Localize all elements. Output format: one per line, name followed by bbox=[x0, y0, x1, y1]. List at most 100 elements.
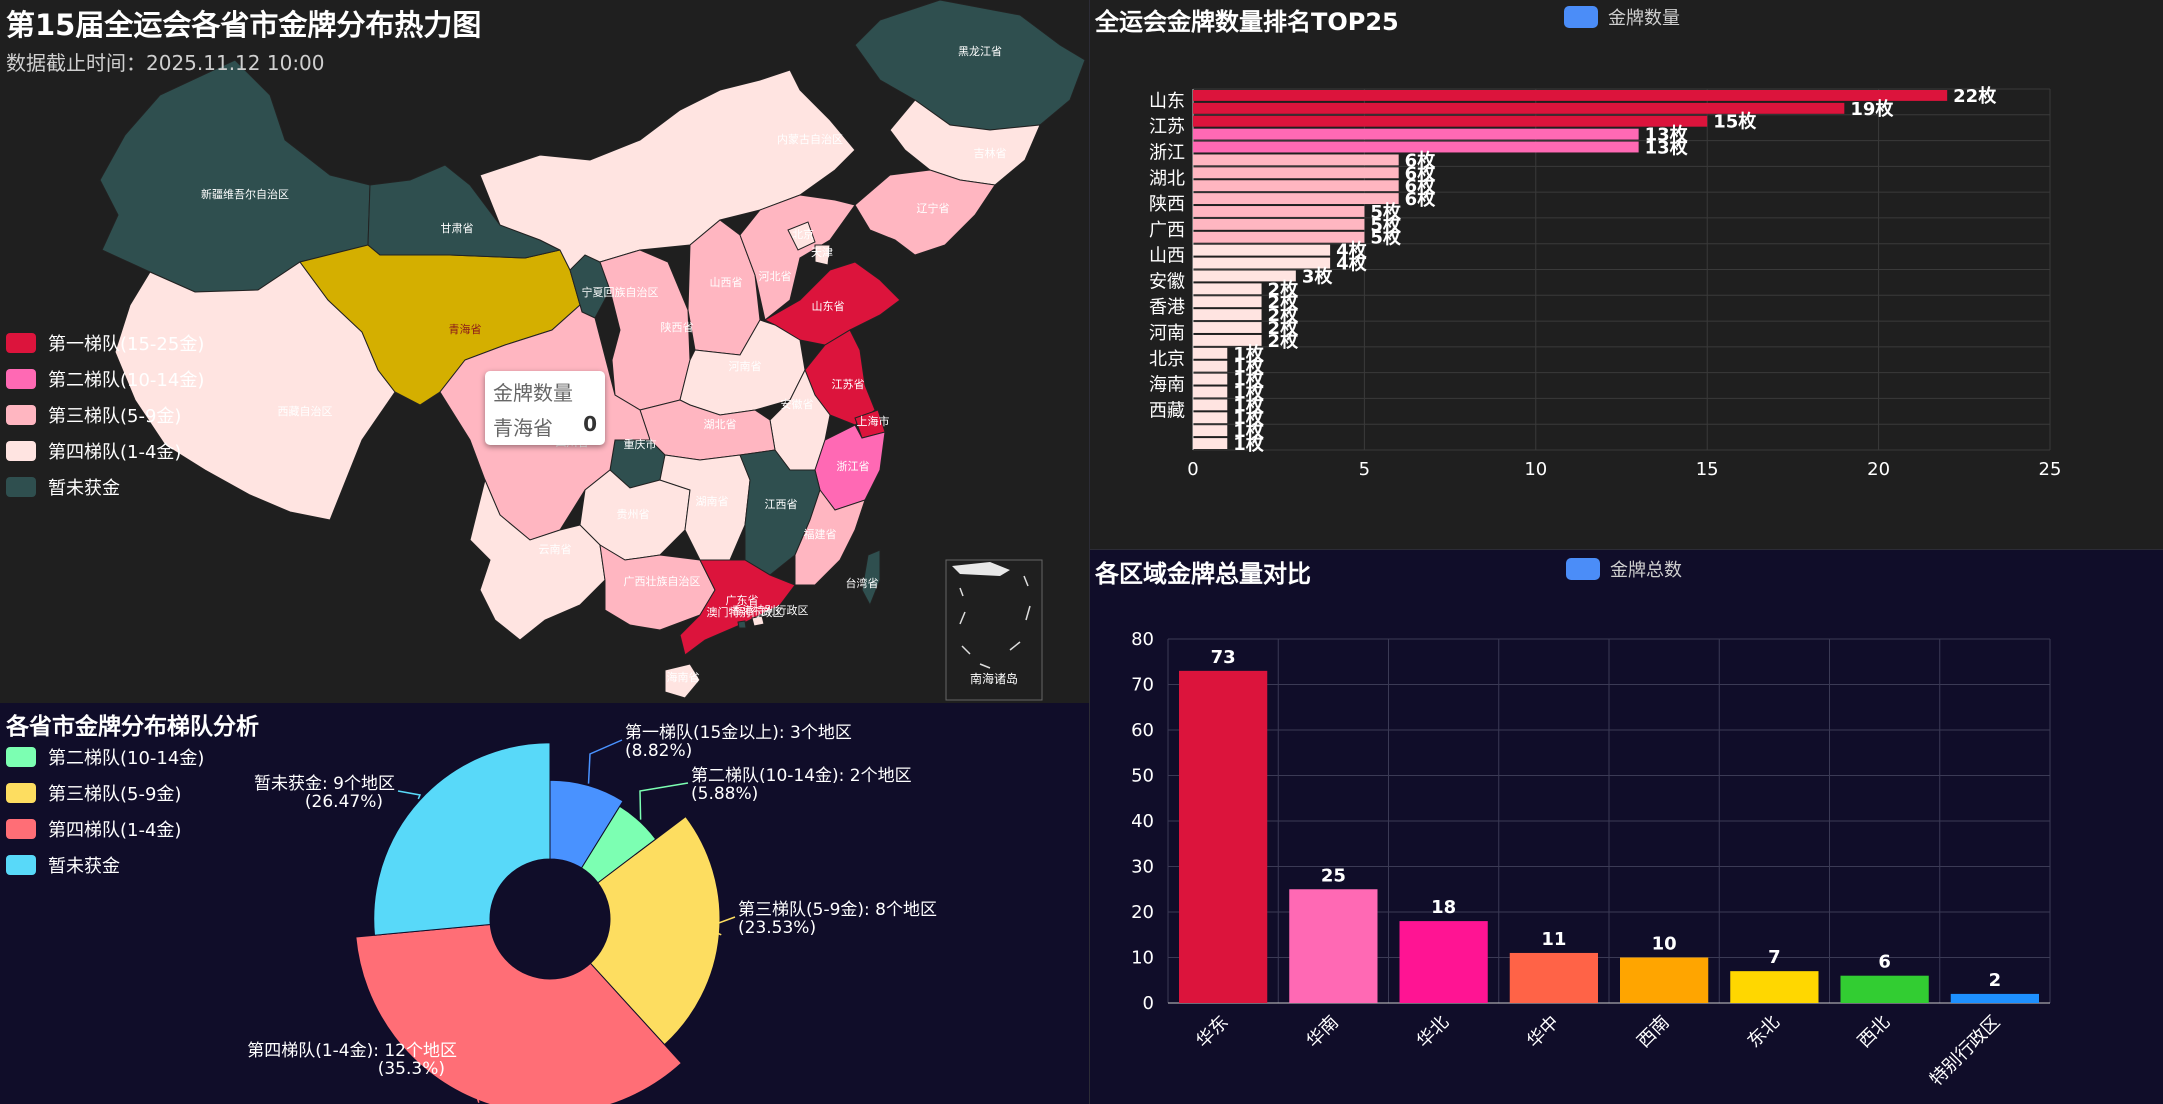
province-label: 湖南省 bbox=[696, 495, 729, 508]
tier-legend-item[interactable]: 第四梯队(1-4金) bbox=[6, 811, 204, 847]
region-bar[interactable] bbox=[1950, 993, 2039, 1003]
top25-bar[interactable] bbox=[1193, 231, 1365, 243]
top25-y-tick: 北京 bbox=[1149, 349, 1185, 370]
region-y-tick: 40 bbox=[1131, 811, 1154, 832]
top25-bar[interactable] bbox=[1193, 309, 1262, 321]
map-legend-item[interactable]: 第二梯队(10-14金) bbox=[6, 361, 204, 397]
top25-value-label: 1枚 bbox=[1233, 343, 1265, 365]
legend-swatch bbox=[6, 477, 36, 497]
tier-slice[interactable] bbox=[373, 742, 551, 936]
top25-bar[interactable] bbox=[1193, 386, 1228, 398]
province-e58685e89299e58fa4e887aa[interactable] bbox=[479, 69, 856, 276]
tier-title: 各省市金牌分布梯队分析 bbox=[6, 714, 259, 740]
top25-value-label: 1枚 bbox=[1233, 356, 1265, 378]
region-bar[interactable] bbox=[1399, 921, 1488, 1003]
province-e4ba91e58d97e79c81[interactable] bbox=[469, 478, 606, 641]
top25-value-label: 13枚 bbox=[1645, 136, 1689, 158]
province-e7a68fe5bbbae79c81[interactable] bbox=[794, 488, 866, 586]
inset-dashes bbox=[959, 575, 1031, 669]
province-e9a699e6b8afe789b9e588ab[interactable] bbox=[751, 615, 765, 627]
region-bar[interactable] bbox=[1289, 889, 1378, 1003]
top25-legend[interactable]: 金牌数量 bbox=[1564, 4, 1680, 30]
province-label: 河北省 bbox=[759, 270, 792, 283]
region-y-tick: 0 bbox=[1143, 993, 1154, 1014]
region-bar[interactable] bbox=[1509, 952, 1598, 1003]
tier-chart: 第一梯队(15金以上): 3个地区(8.82%) 第二梯队(10-14金): 2个… bbox=[247, 723, 937, 1104]
top25-bar[interactable] bbox=[1193, 360, 1228, 372]
tier-legend-item[interactable]: 暂未获金 bbox=[6, 847, 204, 883]
top25-bar[interactable] bbox=[1193, 167, 1399, 179]
top25-bar[interactable] bbox=[1193, 438, 1228, 449]
top25-bar[interactable] bbox=[1193, 90, 1948, 101]
region-bar[interactable] bbox=[1730, 971, 1819, 1003]
province-e9bb91e9be99e6b19fe79c81[interactable] bbox=[854, 0, 1086, 131]
top25-y-tick: 陕西 bbox=[1149, 194, 1185, 215]
map-legend-label: 第四梯队(1-4金) bbox=[48, 442, 182, 463]
tier-legend-item[interactable]: 第二梯队(10-14金) bbox=[6, 739, 204, 775]
top25-value-label: 4枚 bbox=[1336, 240, 1368, 262]
province-e58fb0e6b9bee79c81[interactable] bbox=[861, 549, 881, 607]
top25-bar[interactable] bbox=[1193, 180, 1399, 192]
tier-slice[interactable] bbox=[549, 779, 624, 869]
province-e6beb3e997a8e789b9e588ab[interactable] bbox=[737, 620, 747, 629]
top25-bar[interactable] bbox=[1193, 115, 1708, 127]
region-y-tick: 70 bbox=[1131, 675, 1154, 696]
top25-bar[interactable] bbox=[1193, 193, 1399, 205]
top25-bar[interactable] bbox=[1193, 206, 1365, 217]
tier-slice[interactable] bbox=[589, 815, 721, 1046]
top25-bar[interactable] bbox=[1193, 334, 1262, 346]
top25-bar[interactable] bbox=[1193, 373, 1228, 385]
top25-bar[interactable] bbox=[1193, 399, 1228, 411]
top25-bar[interactable] bbox=[1193, 296, 1262, 308]
region-x-tick: 西北 bbox=[1854, 1012, 1894, 1052]
tier-legend-label: 第四梯队(1-4金) bbox=[48, 820, 182, 841]
province-label: 湖北省 bbox=[704, 418, 737, 431]
china-map[interactable]: 新疆维吾尔自治区西藏自治区青海省甘肃省内蒙古自治区黑龙江省吉林省辽宁省宁夏回族自… bbox=[0, 0, 1090, 703]
tier-legend-label: 暂未获金 bbox=[48, 856, 120, 877]
top25-y-tick: 海南 bbox=[1149, 375, 1185, 396]
province-e8bebde5ae81e79c81[interactable] bbox=[854, 169, 996, 256]
province-e5a4a9e6b4a5[interactable] bbox=[814, 244, 831, 266]
region-value-label: 6 bbox=[1878, 952, 1891, 973]
province-e79498e88283e79c81[interactable] bbox=[367, 164, 562, 259]
province-label: 西藏自治区 bbox=[278, 404, 333, 418]
top25-bar[interactable] bbox=[1193, 270, 1296, 282]
top25-bar[interactable] bbox=[1193, 154, 1399, 166]
top25-bar[interactable] bbox=[1193, 257, 1331, 269]
top25-bar[interactable] bbox=[1193, 128, 1639, 140]
region-bar[interactable] bbox=[1620, 957, 1709, 1004]
province-e6b2b3e58c97e79c81[interactable] bbox=[739, 194, 856, 321]
tier-slice[interactable] bbox=[355, 923, 683, 1104]
top25-bar[interactable] bbox=[1193, 102, 1845, 114]
province-e58c97e4baac[interactable] bbox=[787, 221, 816, 251]
tier-legend-item[interactable]: 第三梯队(5-9金) bbox=[6, 775, 204, 811]
top25-value-label: 4枚 bbox=[1336, 253, 1368, 275]
top25-x-tick: 5 bbox=[1359, 459, 1370, 480]
map-legend-label: 第一梯队(15-25金) bbox=[48, 334, 205, 355]
top25-bar[interactable] bbox=[1193, 141, 1639, 153]
top25-bar[interactable] bbox=[1193, 218, 1365, 230]
map-legend-item[interactable]: 第三梯队(5-9金) bbox=[6, 397, 204, 433]
top25-bar[interactable] bbox=[1193, 425, 1228, 437]
top25-bar[interactable] bbox=[1193, 322, 1262, 333]
province-e6b5b7e58d97e79c81[interactable] bbox=[664, 663, 701, 699]
map-panel: 新疆维吾尔自治区 西藏自治区 青海省 甘肃省 内蒙古自治区 黑龙江省 吉林省 辽宁省 宁夏回族自… bbox=[0, 0, 1090, 703]
province-e8a5bfe8978fe887aae6b2bb[interactable] bbox=[114, 261, 396, 521]
map-legend-item[interactable]: 第四梯队(1-4金) bbox=[6, 433, 204, 469]
tier-label: 第四梯队(1-4金): 12个地区 bbox=[247, 1041, 457, 1061]
region-bar[interactable] bbox=[1179, 670, 1268, 1003]
top25-value-label: 2枚 bbox=[1268, 278, 1300, 300]
map-legend-item[interactable]: 暂未获金 bbox=[6, 469, 204, 505]
top25-value-label: 15枚 bbox=[1713, 111, 1757, 133]
top25-bar[interactable] bbox=[1193, 283, 1262, 295]
region-legend[interactable]: 金牌总数 bbox=[1566, 556, 1682, 582]
panel-divider bbox=[1089, 0, 1090, 1104]
map-legend-item[interactable]: 第一梯队(15-25金) bbox=[6, 325, 204, 361]
top25-bar[interactable] bbox=[1193, 347, 1228, 359]
region-bar[interactable] bbox=[1840, 975, 1929, 1003]
map-legend: 第一梯队(15-25金) 第二梯队(10-14金) 第三梯队(5-9金) 第四梯… bbox=[6, 325, 204, 505]
top25-y-tick: 西藏 bbox=[1149, 400, 1185, 421]
top25-bar[interactable] bbox=[1193, 412, 1228, 424]
top25-y-tick: 安徽 bbox=[1149, 271, 1185, 292]
top25-bar[interactable] bbox=[1193, 244, 1331, 256]
